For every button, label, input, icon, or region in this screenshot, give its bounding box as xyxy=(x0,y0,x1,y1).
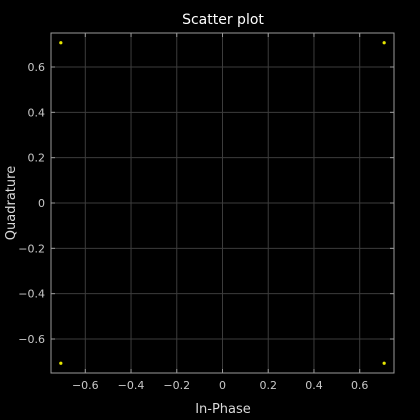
x-tick-label: −0.6 xyxy=(72,379,99,392)
x-axis-label: In-Phase xyxy=(195,402,251,417)
y-tick-label: 0.6 xyxy=(28,61,46,74)
y-tick-label: 0.4 xyxy=(28,106,46,119)
x-tick-label: 0.2 xyxy=(259,379,277,392)
x-tick-label: 0 xyxy=(219,379,226,392)
y-tick-label: −0.4 xyxy=(18,288,45,301)
chart-title: Scatter plot xyxy=(182,12,264,28)
y-tick-label: 0.2 xyxy=(28,152,46,165)
y-tick-labels: −0.6 −0.4 −0.2 0 0.2 0.4 0.6 xyxy=(18,61,45,346)
scatter-point xyxy=(382,361,386,365)
y-tick-label: −0.2 xyxy=(18,242,45,255)
x-tick-label: 0.4 xyxy=(305,379,323,392)
y-tick-label: −0.6 xyxy=(18,333,45,346)
scatter-point xyxy=(59,41,63,45)
x-tick-label: −0.2 xyxy=(163,379,190,392)
grid-lines xyxy=(51,33,394,373)
y-tick-label: 0 xyxy=(38,197,45,210)
scatter-point xyxy=(382,41,386,45)
y-axis-label: Quadrature xyxy=(4,166,19,240)
data-points xyxy=(59,41,386,365)
x-tick-label: −0.4 xyxy=(118,379,145,392)
x-tick-labels: −0.6 −0.4 −0.2 0 0.2 0.4 0.6 xyxy=(72,379,369,392)
scatter-point xyxy=(59,361,63,365)
x-tick-label: 0.6 xyxy=(351,379,369,392)
axes-frame xyxy=(50,32,395,374)
